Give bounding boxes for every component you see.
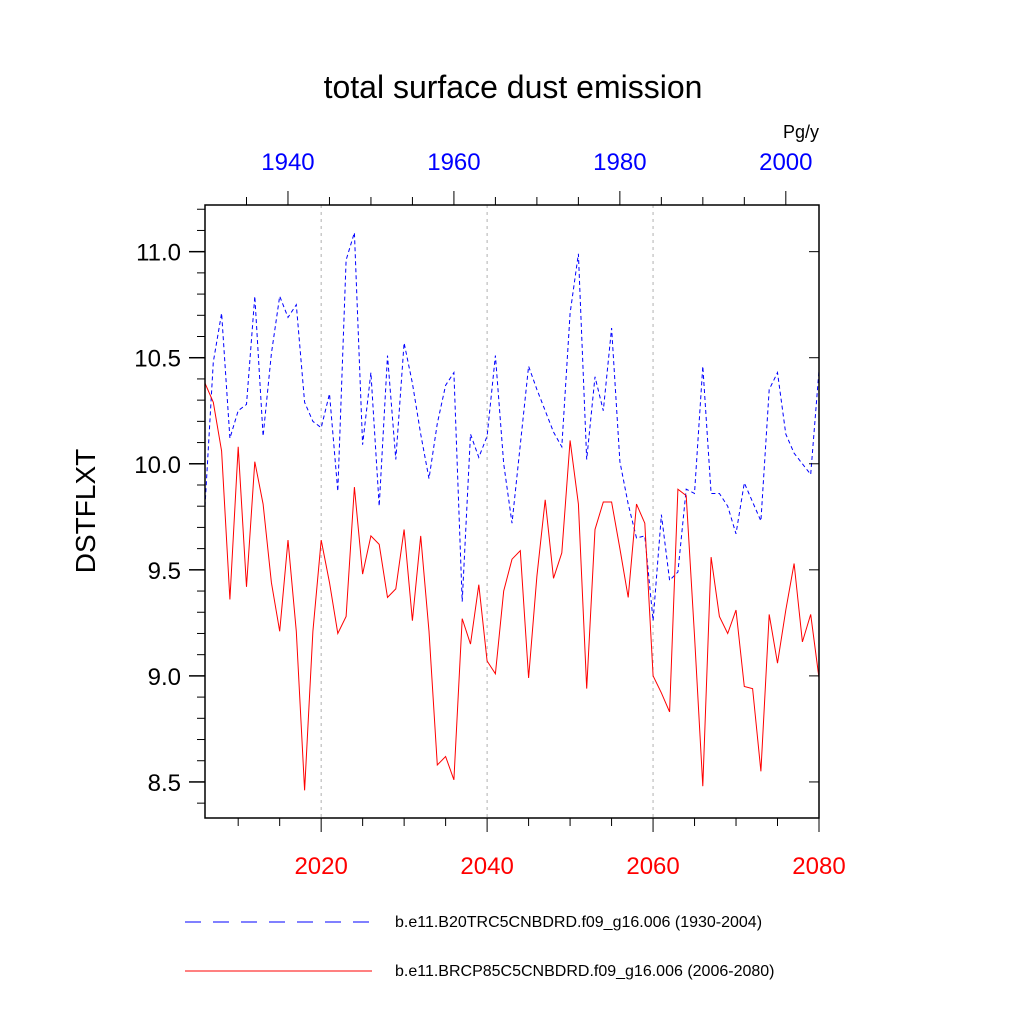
y-tick-label: 8.5 [148,770,181,797]
x-top-tick-label: 1940 [261,149,314,176]
x-bottom-tick-label: 2020 [294,853,347,880]
x-top-tick-label: 1980 [593,149,646,176]
x-bottom-tick-label: 2080 [792,853,845,880]
legend: b.e11.B20TRC5CNBDRD.f09_g16.006 (1930-20… [185,914,774,980]
legend-label-rcp85: b.e11.BRCP85C5CNBDRD.f09_g16.006 (2006-2… [395,963,774,980]
series-line-historical [204,232,820,621]
gridlines [320,205,654,818]
y-tick-label: 10.5 [134,346,181,373]
series-lines [204,232,820,791]
y-tick-label: 11.0 [136,240,181,267]
x-bottom-tick-label: 2060 [626,853,679,880]
series-line-rcp85 [204,383,820,791]
legend-label-historical: b.e11.B20TRC5CNBDRD.f09_g16.006 (1930-20… [395,914,762,931]
y-tick-label: 10.0 [134,452,181,479]
x-bottom-tick-label: 2040 [460,853,513,880]
y-tick-label: 9.5 [148,558,181,585]
plot-frame [204,204,820,819]
y-axis-label: DSTFLXT [70,449,101,573]
y-tick-label: 9.0 [148,664,181,691]
chart-title: total surface dust emission [324,69,703,105]
x-top-tick-label: 2000 [759,149,812,176]
axis-ticks: 8.5 9.0 9.5 10.0 10.5 11.0 2020 2040 2060 2080 194… [134,149,845,880]
units-label: Pg/y [783,122,819,142]
x-top-tick-label: 1960 [427,149,480,176]
